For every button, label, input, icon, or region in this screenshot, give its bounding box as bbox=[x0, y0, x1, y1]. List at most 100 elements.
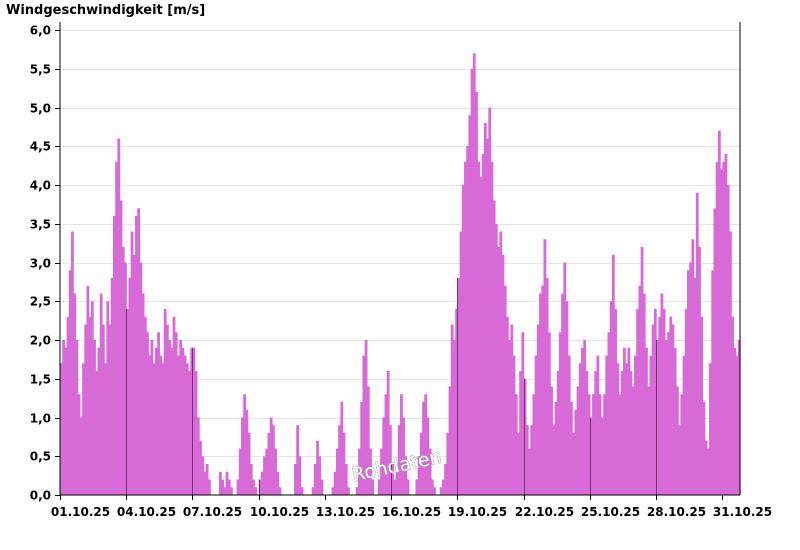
wind-bar bbox=[667, 332, 670, 495]
wind-bar bbox=[479, 177, 483, 495]
wind-bar bbox=[263, 456, 266, 495]
y-tick-label: 1,5 bbox=[30, 373, 51, 387]
wind-bar bbox=[468, 115, 472, 495]
wind-bar bbox=[419, 433, 423, 495]
wind-bar bbox=[525, 425, 529, 495]
wind-bar bbox=[486, 138, 489, 495]
wind-bar bbox=[552, 425, 556, 495]
wind-bar bbox=[625, 363, 628, 495]
wind-bar bbox=[528, 448, 531, 495]
wind-bar bbox=[596, 355, 600, 495]
wind-bar bbox=[711, 270, 715, 495]
wind-bar bbox=[728, 231, 732, 495]
wind-bar bbox=[488, 107, 492, 495]
wind-bar bbox=[678, 425, 681, 495]
x-tick-label: 10.10.25 bbox=[250, 505, 309, 519]
wind-bar bbox=[95, 371, 99, 495]
wind-bar bbox=[77, 394, 81, 495]
wind-bar bbox=[62, 340, 66, 495]
wind-bar bbox=[117, 138, 121, 495]
wind-bar bbox=[342, 433, 346, 495]
wind-bar bbox=[71, 231, 74, 495]
wind-bar bbox=[441, 479, 445, 495]
wind-bar bbox=[223, 487, 227, 495]
wind-bar bbox=[386, 371, 390, 495]
wind-bar bbox=[622, 347, 626, 495]
wind-bar bbox=[653, 309, 657, 495]
y-tick-label: 3,5 bbox=[30, 218, 51, 232]
data-bars bbox=[60, 53, 741, 495]
wind-bar bbox=[269, 417, 273, 495]
wind-bar bbox=[335, 448, 339, 495]
wind-bar bbox=[433, 487, 436, 495]
wind-bar bbox=[318, 456, 322, 495]
wind-bar bbox=[108, 324, 112, 495]
wind-bar bbox=[517, 433, 520, 495]
wind-bar bbox=[194, 371, 198, 495]
wind-bar bbox=[139, 262, 143, 495]
wind-bar bbox=[565, 301, 569, 495]
wind-bar bbox=[689, 262, 693, 495]
chart-title: Windgeschwindigkeit [m/s] bbox=[6, 3, 205, 18]
wind-bar bbox=[221, 479, 224, 495]
wind-bar bbox=[629, 371, 633, 495]
wind-bar bbox=[152, 363, 156, 495]
wind-bar bbox=[260, 471, 264, 495]
wind-bar bbox=[406, 479, 410, 495]
wind-bar bbox=[97, 347, 101, 495]
wind-bar bbox=[470, 68, 474, 495]
wind-bar bbox=[218, 471, 222, 495]
wind-bar bbox=[455, 309, 458, 495]
wind-bar bbox=[60, 363, 63, 495]
wind-bar bbox=[371, 479, 375, 495]
wind-bar bbox=[90, 301, 94, 495]
wind-bar bbox=[430, 479, 434, 495]
wind-bar bbox=[684, 309, 688, 495]
y-tick-labels: 0,0 0,5 1,0 1,5 2,0 2,5 3,0 3,5 4,0 4,5 5,0 5,5 6,0 bbox=[30, 24, 60, 503]
wind-bar bbox=[128, 278, 132, 495]
wind-bar bbox=[607, 332, 611, 495]
wind-bar bbox=[265, 448, 269, 495]
wind-bar bbox=[126, 309, 130, 495]
wind-bar bbox=[567, 355, 571, 495]
wind-bar bbox=[658, 316, 662, 495]
x-tick-label: 28.10.25 bbox=[647, 505, 706, 519]
wind-bar bbox=[547, 332, 551, 495]
wind-bar bbox=[75, 340, 79, 495]
wind-bar bbox=[347, 487, 350, 495]
wind-bar bbox=[115, 161, 118, 495]
wind-bar bbox=[452, 340, 456, 495]
x-tick-labels: 01.10.25 04.10.25 07.10.25 10.10.25 13.10.25… bbox=[51, 495, 772, 519]
wind-bar bbox=[550, 386, 553, 495]
wind-bar bbox=[362, 355, 366, 495]
wind-bar bbox=[459, 231, 463, 495]
wind-bar bbox=[558, 332, 562, 495]
wind-bar bbox=[124, 262, 127, 495]
wind-bar bbox=[227, 479, 231, 495]
wind-bar bbox=[417, 456, 421, 495]
wind-bar bbox=[645, 347, 648, 495]
wind-bar bbox=[101, 324, 105, 495]
y-tick-label: 4,0 bbox=[30, 179, 51, 193]
wind-bar bbox=[733, 347, 737, 495]
wind-bar bbox=[294, 464, 297, 495]
wind-bar bbox=[172, 316, 176, 495]
wind-bar bbox=[391, 464, 394, 495]
wind-bar bbox=[428, 448, 432, 495]
wind-bar bbox=[201, 456, 205, 495]
wind-bar bbox=[477, 161, 481, 495]
wind-bar bbox=[545, 278, 549, 495]
wind-bar bbox=[82, 363, 85, 495]
wind-bar bbox=[574, 409, 578, 495]
wind-bar bbox=[132, 254, 136, 495]
wind-bar bbox=[446, 433, 450, 495]
wind-bar bbox=[141, 293, 145, 495]
wind-bar bbox=[254, 487, 258, 495]
wind-bar bbox=[589, 417, 593, 495]
x-tick-label: 13.10.25 bbox=[316, 505, 375, 519]
wind-bar bbox=[662, 309, 666, 495]
wind-bar bbox=[358, 448, 361, 495]
wind-bar bbox=[505, 316, 509, 495]
wind-bar bbox=[397, 425, 401, 495]
wind-bar bbox=[673, 347, 677, 495]
